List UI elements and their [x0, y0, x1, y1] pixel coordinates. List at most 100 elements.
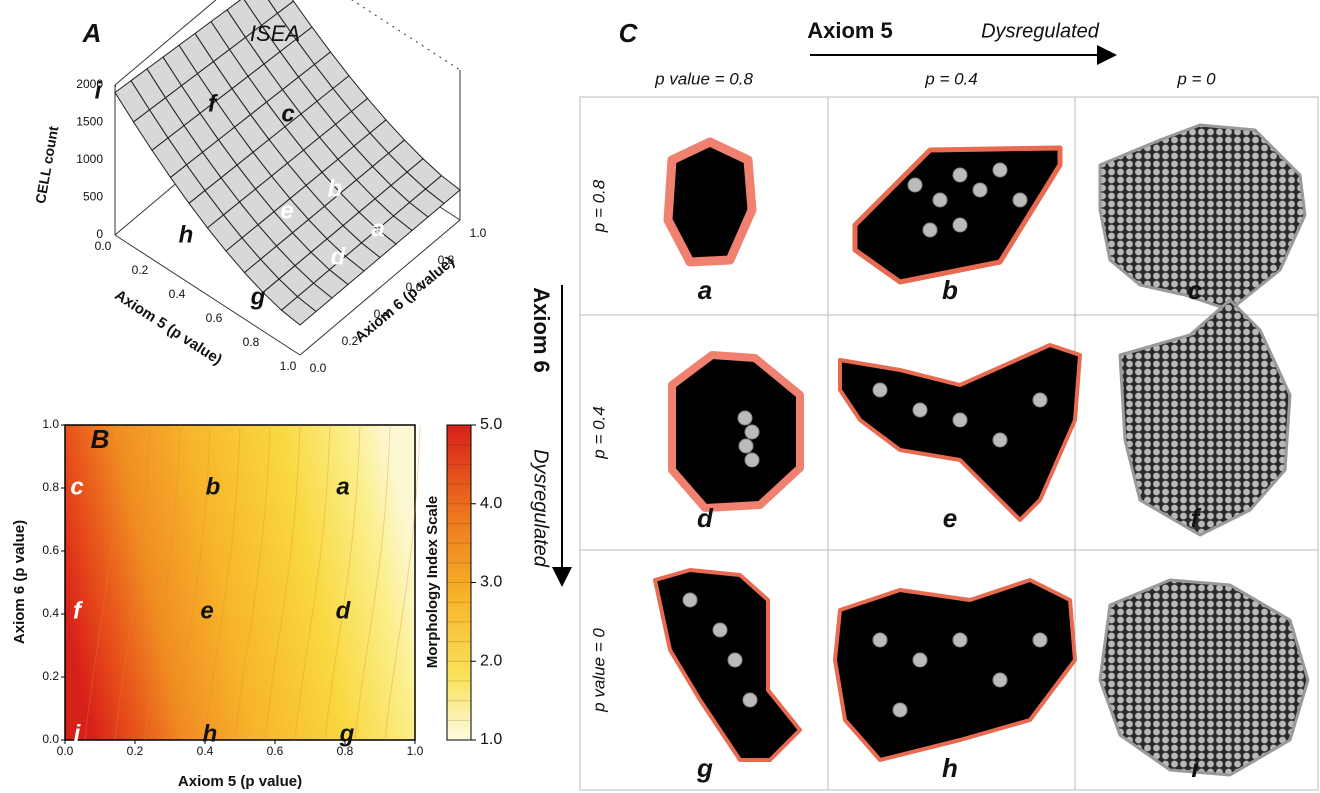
- gray-cell: [744, 424, 760, 440]
- gray-cell: [992, 432, 1008, 448]
- x-tick-label: 1.0: [280, 359, 297, 373]
- contour-line: [84, 424, 121, 741]
- point-label: e: [280, 197, 293, 224]
- x-tick-label: 1.0: [407, 744, 424, 758]
- colorbar-tick-label: 1.0: [480, 731, 502, 748]
- point-label: h: [179, 221, 194, 248]
- z-tick-label: 2000: [76, 77, 103, 91]
- contour-line: [354, 424, 391, 741]
- x-tick-label: 0.6: [206, 311, 223, 325]
- point-label: a: [336, 473, 349, 500]
- x-tick-label: 0.8: [337, 744, 354, 758]
- x-tick-label: 0.4: [197, 744, 214, 758]
- contour-line: [324, 424, 361, 741]
- gray-cell: [727, 652, 743, 668]
- colorbar-label: Morphology Index Scale: [424, 496, 441, 669]
- point-label: e: [200, 597, 213, 624]
- gray-cell: [737, 410, 753, 426]
- box-edge: [114, 234, 301, 356]
- column-direction: Dysregulated: [981, 20, 1100, 42]
- gray-cell: [952, 167, 968, 183]
- cell-label: e: [943, 503, 957, 533]
- gray-cell: [932, 192, 948, 208]
- cell-morphology: [838, 343, 1082, 522]
- column-header: p = 0.4: [924, 69, 977, 88]
- cell-morphology: [668, 351, 804, 512]
- y-tick-label: 0.2: [42, 669, 59, 683]
- gray-cell: [992, 162, 1008, 178]
- colorbar-tick-label: 2.0: [480, 652, 502, 669]
- column-axis: Axiom 5: [807, 18, 893, 43]
- column-header: p value = 0.8: [654, 69, 753, 88]
- y-tick-label: 0.6: [406, 280, 423, 294]
- x-tick-label: 0.2: [127, 744, 144, 758]
- cell-morphology: [1118, 298, 1292, 537]
- point-label: f: [208, 90, 218, 117]
- box-edge: [299, 219, 461, 356]
- point-label: i: [95, 77, 103, 104]
- x-tick-label: 0.0: [57, 744, 74, 758]
- cell-label: a: [698, 275, 712, 305]
- cell-label: g: [696, 753, 713, 783]
- z-tick-label: 0: [96, 227, 103, 241]
- row-header: p = 0.4: [589, 406, 608, 459]
- box-edge: [114, 0, 217, 86]
- contour-map: [64, 424, 416, 741]
- y-tick-label: 0.0: [310, 361, 327, 375]
- x-tick-label: 0.8: [243, 335, 260, 349]
- point-label: a: [371, 215, 384, 242]
- z-tick-label: 1000: [76, 152, 103, 166]
- cell-morphology: [852, 145, 1063, 285]
- cell-morphology: [1098, 578, 1310, 777]
- point-label: h: [203, 720, 218, 747]
- z-tick-label: 1500: [76, 115, 103, 129]
- gray-cell: [922, 222, 938, 238]
- y-tick-label: 0.6: [42, 543, 59, 557]
- y-tick-label: 1.0: [42, 417, 59, 431]
- cell-label: d: [697, 503, 714, 533]
- colorbar-tick-label: 5.0: [480, 416, 502, 433]
- column-header: p = 0: [1176, 69, 1216, 88]
- gray-cell: [738, 438, 754, 454]
- y-tick-label: 0.4: [374, 307, 391, 321]
- row-axis: Axiom 6: [529, 287, 554, 373]
- point-label: f: [73, 597, 83, 624]
- contour-line: [294, 424, 331, 741]
- gray-cell: [744, 452, 760, 468]
- box-edge: [351, 0, 461, 71]
- gray-cell: [952, 412, 968, 428]
- point-label: c: [70, 473, 83, 500]
- contour-line: [204, 424, 241, 741]
- point-label: g: [339, 720, 355, 747]
- gray-cell: [912, 402, 928, 418]
- gray-cell: [742, 692, 758, 708]
- cell-label: b: [942, 275, 958, 305]
- y-tick-label: 0.8: [438, 253, 455, 267]
- point-label: i: [74, 720, 82, 747]
- y-tick-label: 1.0: [470, 226, 487, 240]
- colorbar-tick-label: 3.0: [480, 574, 502, 591]
- y-tick-label: 0.0: [42, 732, 59, 746]
- contour-line: [144, 424, 181, 741]
- gray-cell: [972, 182, 988, 198]
- contour-line: [384, 424, 421, 741]
- y-tick-label: 0.8: [42, 480, 59, 494]
- cell-label: h: [942, 753, 958, 783]
- contour-line: [114, 424, 151, 741]
- x-tick-label: 0.0: [95, 239, 112, 253]
- gray-cell: [892, 702, 908, 718]
- colorbar: [446, 424, 472, 741]
- x-tick-label: 0.4: [169, 287, 186, 301]
- gray-cell: [712, 622, 728, 638]
- gray-cell: [992, 672, 1008, 688]
- colorbar-tick-label: 4.0: [480, 495, 502, 512]
- contour-line: [264, 424, 301, 741]
- contour-line: [174, 424, 211, 741]
- x-tick-label: 0.6: [267, 744, 284, 758]
- x-axis-label: Axiom 5 (p value): [178, 773, 302, 790]
- gray-cell: [952, 632, 968, 648]
- point-label: d: [331, 243, 347, 270]
- gray-cell: [1012, 192, 1028, 208]
- grid-frame: [579, 96, 1319, 791]
